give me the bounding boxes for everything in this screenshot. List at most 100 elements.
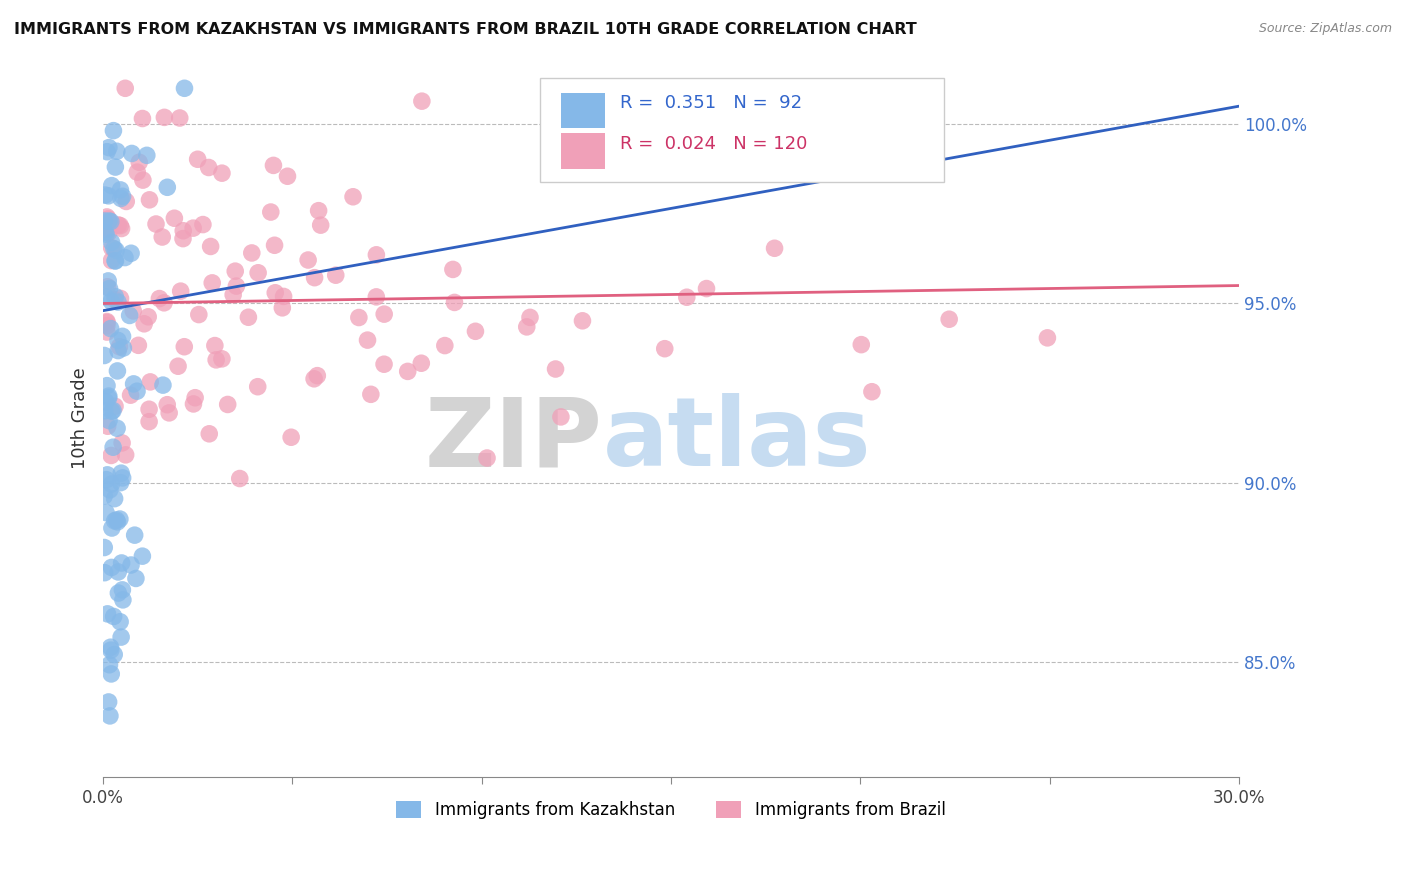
Point — [204, 338, 226, 352]
Point — [110, 556, 132, 570]
Point — [114, 81, 136, 95]
Point — [211, 166, 233, 180]
Point — [122, 304, 145, 318]
Point — [173, 81, 195, 95]
Point — [342, 190, 364, 204]
Point — [217, 397, 239, 411]
Point — [411, 356, 433, 370]
Point — [110, 221, 132, 235]
Point — [96, 316, 118, 330]
Point — [111, 582, 134, 597]
Point — [297, 253, 319, 268]
Point — [96, 227, 118, 242]
Point — [104, 289, 127, 303]
Point — [100, 178, 122, 193]
Point — [96, 222, 118, 236]
Point — [127, 165, 149, 179]
Point — [108, 340, 131, 354]
Point — [247, 266, 270, 280]
Point — [184, 391, 207, 405]
Point — [105, 145, 128, 159]
Point — [150, 230, 173, 244]
Point — [100, 667, 122, 681]
Point — [110, 183, 132, 197]
Point — [240, 246, 263, 260]
Point — [443, 295, 465, 310]
Point — [441, 262, 464, 277]
Point — [97, 419, 120, 434]
Point — [475, 450, 498, 465]
Point — [100, 643, 122, 657]
Point — [104, 514, 127, 528]
Point — [115, 194, 138, 209]
Point — [136, 310, 159, 324]
Point — [181, 221, 204, 235]
Point — [100, 477, 122, 491]
Point — [187, 308, 209, 322]
Point — [201, 276, 224, 290]
Point — [93, 489, 115, 503]
Point — [132, 173, 155, 187]
Point — [110, 191, 132, 205]
Point — [104, 491, 127, 506]
Point — [347, 310, 370, 325]
Point — [111, 593, 134, 607]
Point — [173, 340, 195, 354]
Point — [97, 695, 120, 709]
Point — [104, 254, 127, 268]
Point — [135, 148, 157, 162]
Point — [97, 391, 120, 405]
Point — [138, 415, 160, 429]
Text: IMMIGRANTS FROM KAZAKHSTAN VS IMMIGRANTS FROM BRAZIL 10TH GRADE CORRELATION CHAR: IMMIGRANTS FROM KAZAKHSTAN VS IMMIGRANTS… — [14, 22, 917, 37]
Point — [225, 279, 247, 293]
Point — [148, 292, 170, 306]
Point — [571, 314, 593, 328]
Point — [860, 384, 883, 399]
Point — [224, 264, 246, 278]
Point — [172, 232, 194, 246]
Point — [197, 161, 219, 175]
Point — [938, 312, 960, 326]
Point — [366, 248, 388, 262]
Point — [111, 189, 134, 203]
Point — [360, 387, 382, 401]
Point — [94, 188, 117, 202]
Point — [550, 409, 572, 424]
Point — [94, 506, 117, 520]
Point — [114, 251, 136, 265]
Point — [131, 549, 153, 563]
Point — [153, 111, 176, 125]
Point — [96, 467, 118, 482]
Point — [107, 515, 129, 529]
Point — [100, 294, 122, 309]
Point — [246, 380, 269, 394]
Point — [276, 169, 298, 184]
Point — [103, 242, 125, 256]
Point — [309, 218, 332, 232]
Point — [97, 141, 120, 155]
Point — [169, 111, 191, 125]
Point — [98, 709, 121, 723]
Point — [104, 293, 127, 307]
FancyBboxPatch shape — [561, 134, 605, 169]
Point — [222, 287, 245, 301]
Legend: Immigrants from Kazakhstan, Immigrants from Brazil: Immigrants from Kazakhstan, Immigrants f… — [389, 795, 952, 826]
Y-axis label: 10th Grade: 10th Grade — [72, 368, 89, 469]
Point — [100, 235, 122, 250]
Point — [356, 333, 378, 347]
Point — [93, 541, 115, 555]
Point — [107, 343, 129, 358]
FancyBboxPatch shape — [561, 93, 605, 128]
Point — [112, 341, 135, 355]
Point — [94, 394, 117, 409]
Text: ZIP: ZIP — [425, 393, 603, 486]
Point — [128, 155, 150, 169]
Point — [519, 310, 541, 325]
Point — [100, 560, 122, 574]
Point — [138, 402, 160, 417]
Point — [464, 324, 486, 338]
Point — [167, 359, 190, 374]
Point — [433, 338, 456, 352]
Point — [101, 403, 124, 417]
Point — [544, 362, 567, 376]
